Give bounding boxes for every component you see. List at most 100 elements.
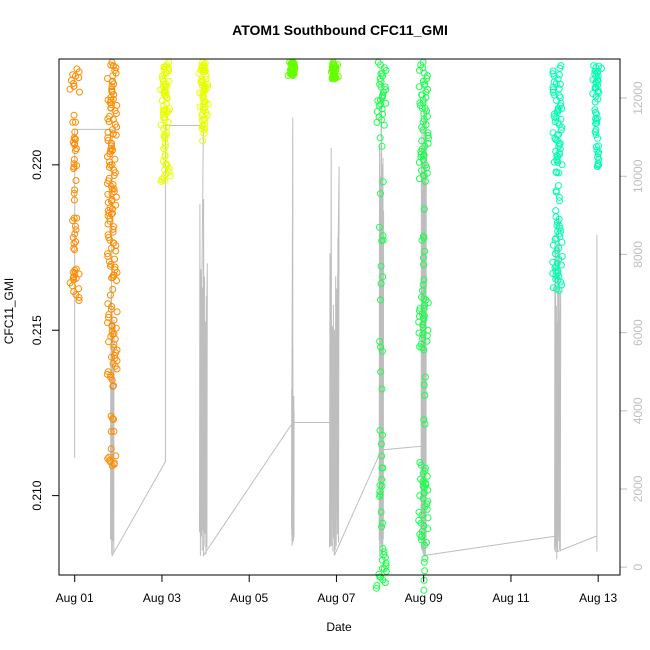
data-point — [417, 153, 425, 161]
data-point — [593, 117, 601, 125]
data-point — [108, 142, 115, 150]
data-point — [557, 62, 565, 70]
data-point — [159, 75, 167, 83]
data-point — [552, 207, 560, 215]
x-tick-label: Aug 07 — [317, 591, 355, 605]
data-point — [70, 273, 78, 281]
data-point — [104, 250, 111, 258]
data-point — [161, 177, 169, 185]
data-point — [71, 222, 79, 230]
data-point — [160, 132, 168, 140]
data-point — [104, 134, 112, 142]
data-point — [420, 205, 428, 213]
data-point — [376, 223, 383, 231]
data-point — [417, 475, 424, 483]
data-point — [69, 118, 77, 126]
data-point — [107, 428, 115, 435]
data-point — [199, 110, 207, 117]
x-tick-label: Aug 09 — [405, 591, 443, 605]
data-point — [549, 284, 557, 292]
data-point — [204, 83, 211, 91]
y-axis-label: CFC11_GMI — [2, 278, 16, 344]
data-point — [71, 246, 79, 254]
data-point — [109, 228, 117, 236]
data-point — [160, 71, 168, 78]
data-point — [420, 276, 428, 284]
data-point — [112, 452, 120, 460]
x-tick-label: Aug 13 — [579, 591, 617, 605]
data-point — [377, 262, 385, 270]
data-point — [73, 65, 81, 73]
data-point — [378, 452, 386, 460]
data-point — [377, 368, 385, 376]
data-point — [196, 103, 204, 111]
data-point — [202, 75, 210, 83]
data-point — [110, 316, 118, 324]
data-point — [378, 347, 386, 355]
data-point — [552, 114, 560, 122]
data-point — [157, 121, 165, 129]
data-point — [549, 88, 557, 96]
data-point — [70, 196, 78, 204]
data-point — [71, 135, 79, 143]
data-point — [416, 102, 424, 110]
data-point — [105, 177, 113, 185]
series-1 — [66, 58, 121, 470]
data-point — [423, 75, 431, 82]
y-tick-label: 0.220 — [30, 150, 44, 180]
data-point — [111, 266, 119, 274]
data-point — [73, 214, 81, 222]
series-4 — [373, 58, 432, 594]
data-point — [423, 539, 430, 546]
data-point — [549, 129, 557, 137]
data-point — [378, 523, 385, 531]
data-point — [70, 276, 78, 284]
data-point — [107, 104, 115, 112]
data-point — [416, 459, 424, 466]
data-point — [421, 391, 429, 399]
y2-tick-label: 0 — [631, 564, 645, 571]
data-point — [327, 68, 335, 76]
x-tick-label: Aug 05 — [230, 591, 268, 605]
data-point — [107, 145, 115, 153]
data-point — [328, 75, 336, 83]
data-point — [289, 64, 297, 72]
data-point — [376, 134, 384, 142]
data-point — [379, 232, 387, 240]
data-point — [330, 65, 337, 73]
data-point — [419, 254, 427, 262]
data-point — [549, 67, 557, 75]
data-point — [594, 153, 602, 161]
data-point — [377, 440, 385, 448]
data-point — [415, 329, 423, 337]
plot-frame — [58, 58, 621, 576]
data-point — [594, 77, 602, 85]
data-point — [555, 244, 563, 252]
data-point — [382, 99, 390, 107]
data-point — [71, 128, 79, 136]
data-point — [598, 64, 605, 72]
data-point — [377, 190, 384, 198]
data-point — [199, 137, 207, 145]
data-point — [421, 467, 429, 475]
data-point — [551, 118, 559, 126]
data-point — [555, 71, 563, 79]
data-point — [158, 176, 166, 183]
data-point — [69, 234, 77, 242]
data-point — [556, 94, 564, 102]
data-point — [380, 548, 388, 556]
data-point — [110, 427, 118, 435]
data-point — [557, 227, 565, 235]
data-point — [104, 368, 112, 376]
data-point — [104, 313, 112, 321]
data-point — [72, 145, 80, 153]
data-point — [421, 247, 429, 255]
data-point — [111, 255, 118, 263]
data-point — [70, 156, 78, 163]
data-point — [557, 115, 565, 123]
data-point — [376, 490, 384, 498]
data-point — [161, 143, 169, 151]
data-point — [112, 131, 120, 139]
x-tick-label: Aug 11 — [492, 591, 529, 605]
data-point — [421, 567, 429, 575]
